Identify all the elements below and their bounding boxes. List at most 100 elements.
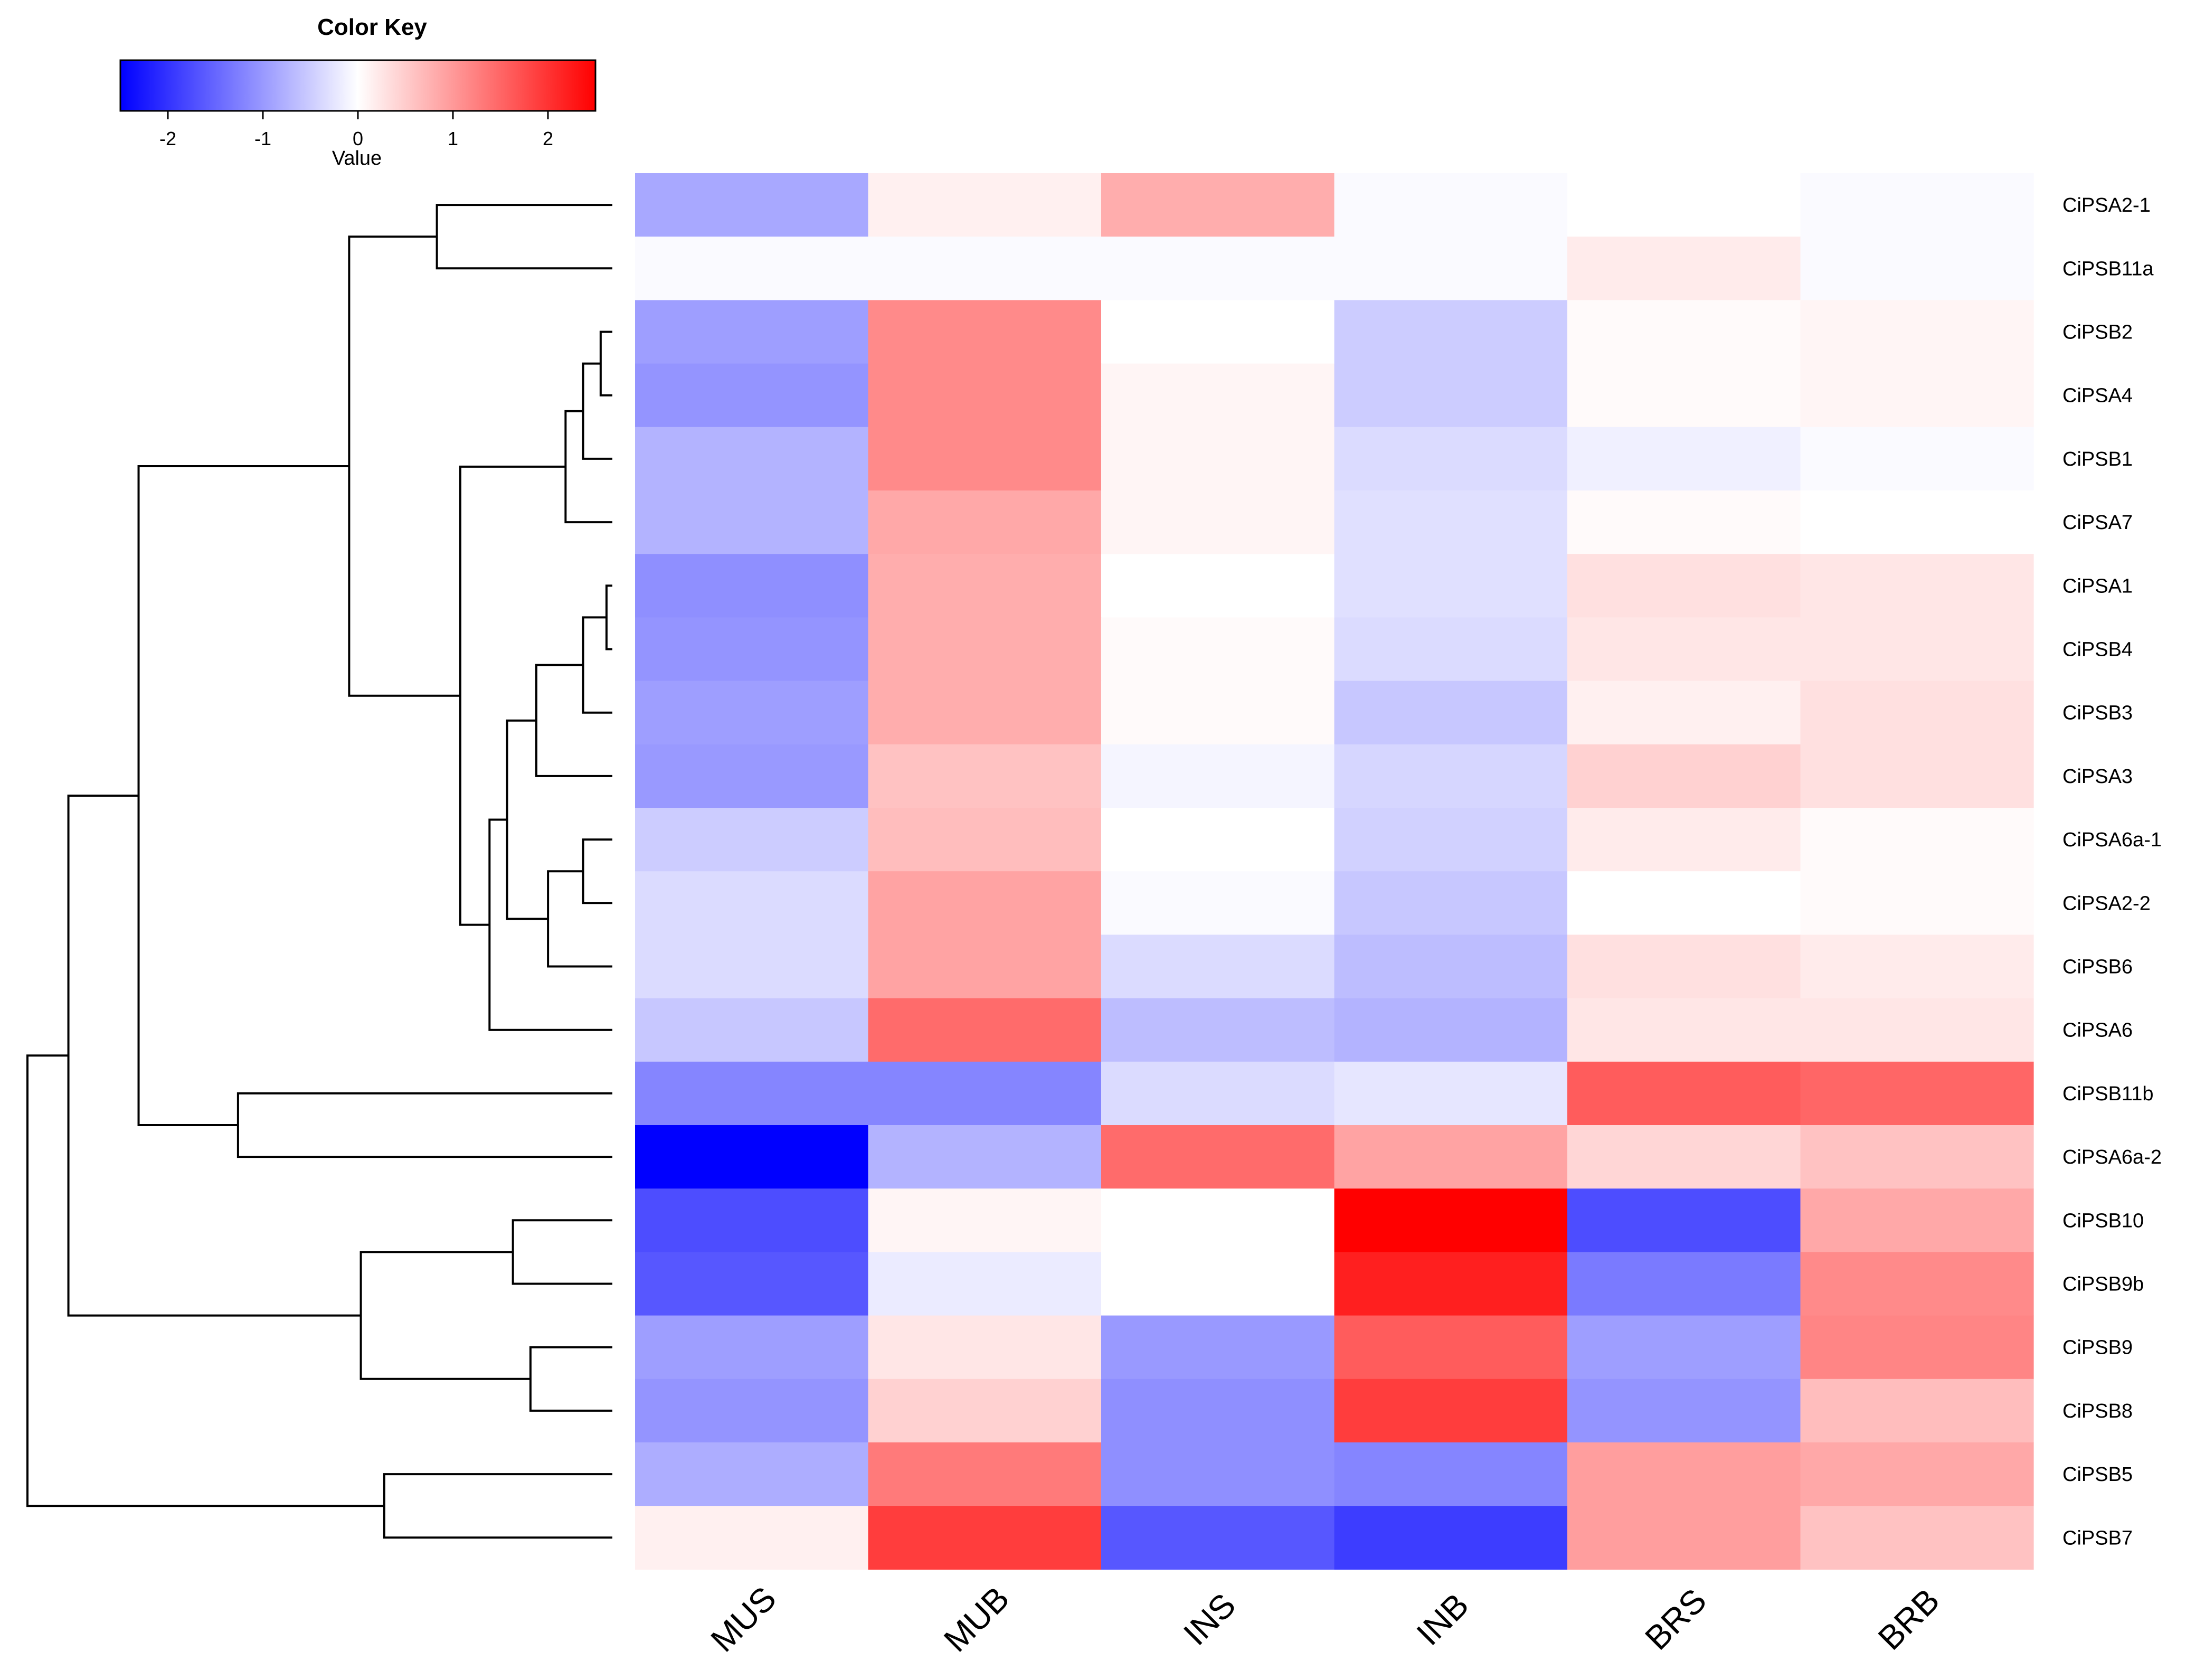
row-label-CiPSB5: CiPSB5 [2062, 1464, 2133, 1486]
row-label-CiPSA6a-1: CiPSA6a-1 [2062, 829, 2162, 851]
row-labels: CiPSA2-1 CiPSB11a CiPSB2 CiPSA4 CiPSB1 CiPSA7… [2062, 194, 2162, 1549]
column-label-INB: INB [1409, 1586, 1476, 1653]
dendrogram-branch [512, 1219, 612, 1285]
heatmap-cell-CiPSA7-INS [1101, 490, 1335, 554]
dendrogram-branch [359, 1251, 531, 1380]
color-key-tick-label: 1 [448, 128, 458, 149]
heatmap-cell-CiPSA1-INB [1334, 554, 1568, 618]
column-label-BRB: BRB [1871, 1581, 1947, 1657]
heatmap-cell-CiPSB2-MUB [868, 300, 1102, 364]
heatmap-cell-CiPSA2-1-INB [1334, 173, 1568, 237]
row-label-CiPSB11b: CiPSB11b [2062, 1083, 2154, 1105]
color-key-gradient-bar [120, 60, 595, 111]
heatmap-cell-CiPSB5-BRB [1800, 1442, 2034, 1506]
dendrogram-branch [236, 1092, 612, 1158]
dendrogram-branch [137, 465, 349, 1126]
heatmap-cell-CiPSB10-MUB [868, 1188, 1102, 1252]
heatmap-cell-CiPSB9-INB [1334, 1315, 1568, 1380]
color-key: Color Key -2 -1 0 1 2 Value [119, 14, 597, 169]
dendrogram-branch [506, 719, 548, 920]
heatmap-cell-CiPSB9-MUB [868, 1315, 1102, 1380]
heatmap-cell-CiPSA2-2-INB [1334, 871, 1568, 935]
heatmap-cell-CiPSB9b-BRB [1800, 1252, 2034, 1316]
heatmap-cell-CiPSA4-INS [1101, 363, 1335, 428]
heatmap-cell-CiPSB1-MUB [868, 427, 1102, 491]
heatmap-cell-CiPSB1-INB [1334, 427, 1568, 491]
row-label-CiPSB2: CiPSB2 [2062, 322, 2133, 344]
heatmap-cell-CiPSB11b-MUS [635, 1061, 869, 1126]
heatmap-cell-CiPSA2-2-BRB [1800, 871, 2034, 935]
heatmap-cell-CiPSB7-MUS [635, 1506, 869, 1570]
heatmap-cell-CiPSB11a-MUB [868, 237, 1102, 300]
heatmap-cell-CiPSB10-INB [1334, 1188, 1568, 1252]
dendrogram-branch [582, 616, 612, 714]
column-label-BRS: BRS [1638, 1581, 1714, 1657]
color-key-tick-label: -1 [254, 128, 271, 149]
color-key-tick-label: 2 [543, 128, 553, 149]
heatmap-cell-CiPSB3-BRB [1800, 681, 2034, 745]
dendrogram-branch [582, 838, 612, 904]
heatmap-cell-CiPSA4-BRB [1800, 363, 2034, 428]
dendrogram-branch [605, 584, 612, 650]
row-label-CiPSA6: CiPSA6 [2062, 1020, 2133, 1042]
dendrogram-branch [529, 1346, 612, 1412]
row-label-CiPSB9: CiPSB9 [2062, 1337, 2133, 1359]
heatmap-cell-CiPSA6-INB [1334, 998, 1568, 1062]
heatmap-cell-CiPSA2-2-MUS [635, 871, 869, 935]
heatmap-cell-CiPSA7-INB [1334, 490, 1568, 554]
heatmap-cell-CiPSB7-BRB [1800, 1506, 2034, 1570]
heatmap-cell-CiPSA6a-2-BRB [1800, 1125, 2034, 1189]
heatmap-cell-CiPSA6-BRS [1567, 998, 1801, 1062]
row-label-CiPSB9b: CiPSB9b [2062, 1273, 2144, 1296]
heatmap-cell-CiPSA2-1-MUB [868, 173, 1102, 237]
heatmap-cell-CiPSB9b-MUS [635, 1252, 869, 1316]
heatmap-cell-CiPSB8-BRS [1567, 1379, 1801, 1443]
heatmap-cell-CiPSA6a-1-MUB [868, 808, 1102, 872]
heatmap-cell-CiPSB5-INS [1101, 1442, 1335, 1506]
heatmap-cell-CiPSA4-INB [1334, 363, 1568, 428]
dendrogram-branch [383, 1473, 612, 1539]
heatmap-cell-CiPSB3-MUB [868, 681, 1102, 745]
heatmap-cell-CiPSA6a-2-BRS [1567, 1125, 1801, 1189]
column-labels: MUS MUB INS INB BRS BRB [703, 1579, 1946, 1659]
heatmap-cell-CiPSB6-INS [1101, 935, 1335, 999]
heatmap-cell-CiPSB2-BRS [1567, 300, 1801, 364]
heatmap-cell-CiPSB6-INB [1334, 935, 1568, 999]
heatmap-cell-CiPSA1-BRS [1567, 554, 1801, 618]
row-label-CiPSA6a-2: CiPSA6a-2 [2062, 1146, 2162, 1168]
dendrogram-branch [67, 794, 361, 1317]
heatmap-cell-CiPSA4-MUS [635, 363, 869, 428]
heatmap-cell-CiPSA7-BRS [1567, 490, 1801, 554]
heatmap-cell-CiPSB5-BRS [1567, 1442, 1801, 1506]
heatmap-cell-CiPSB10-BRB [1800, 1188, 2034, 1252]
heatmap-cell-CiPSB2-INS [1101, 300, 1335, 364]
color-key-axis-label: Value [332, 147, 382, 169]
heatmap-cell-CiPSB3-MUS [635, 681, 869, 745]
row-label-CiPSB11a: CiPSB11a [2062, 258, 2154, 280]
heatmap-cell-CiPSA6a-2-INS [1101, 1125, 1335, 1189]
heatmap-cell-CiPSA6a-1-BRS [1567, 808, 1801, 872]
heatmap-cell-CiPSA6a-1-BRB [1800, 808, 2034, 872]
heatmap-cell-CiPSA6a-1-MUS [635, 808, 869, 872]
heatmap-cell-CiPSB9b-INB [1334, 1252, 1568, 1316]
heatmap-cell-CiPSB10-INS [1101, 1188, 1335, 1252]
heatmap-cell-CiPSB7-MUB [868, 1506, 1102, 1570]
heatmap-cell-CiPSA3-MUB [868, 744, 1102, 808]
heatmap-cell-CiPSB1-BRS [1567, 427, 1801, 491]
dendrogram-branch [459, 465, 566, 926]
dendrogram-branch [582, 362, 612, 460]
heatmap-cell-CiPSB11a-BRS [1567, 237, 1801, 300]
heatmap-cell-CiPSA7-MUB [868, 490, 1102, 554]
heatmap-cell-CiPSB1-INS [1101, 427, 1335, 491]
heatmap-cell-CiPSB7-INS [1101, 1506, 1335, 1570]
heatmap-cell-CiPSB3-INS [1101, 681, 1335, 745]
heatmap-cell-CiPSA3-INB [1334, 744, 1568, 808]
row-label-CiPSA4: CiPSA4 [2062, 385, 2133, 407]
heatmap-cell-CiPSA2-1-BRS [1567, 173, 1801, 237]
heatmap-cell-CiPSA6-MUS [635, 998, 869, 1062]
heatmap-cell-CiPSB9-INS [1101, 1315, 1335, 1380]
heatmap-cell-CiPSB8-BRB [1800, 1379, 2034, 1443]
heatmap-cell-CiPSB2-INB [1334, 300, 1568, 364]
heatmap-cell-CiPSB10-BRS [1567, 1188, 1801, 1252]
